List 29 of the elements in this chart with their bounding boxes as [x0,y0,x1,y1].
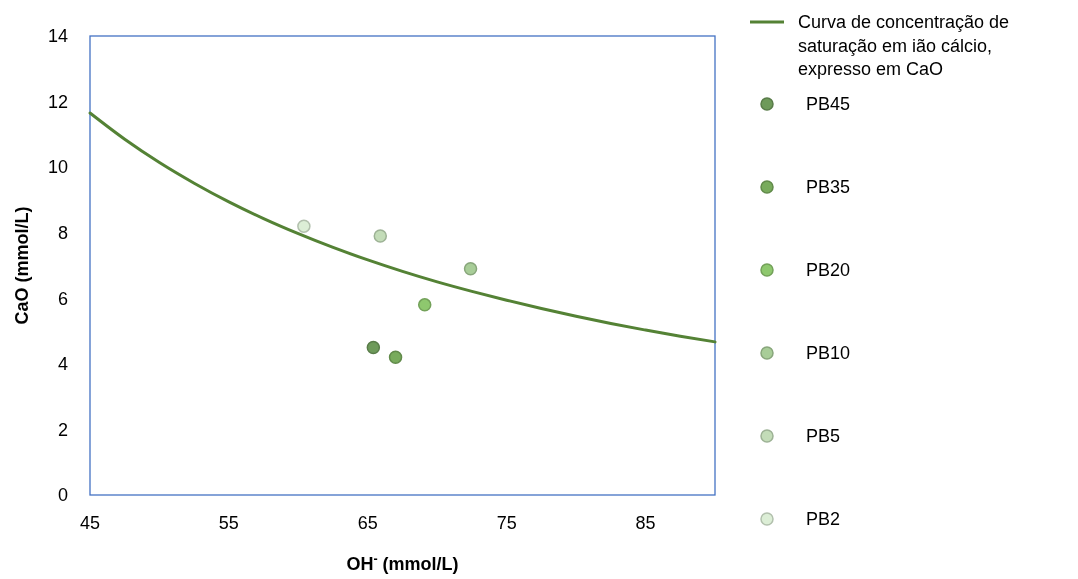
legend-label: PB35 [806,177,851,198]
point [417,298,432,312]
y-tick-label: 4 [57,354,68,375]
point [297,219,311,233]
y-tick-label: 6 [57,288,68,309]
y-tick-label: 2 [57,419,68,440]
legend-label: PB45 [806,94,851,115]
y-tick-label: 8 [57,223,68,244]
y-tick-label: 14 [47,26,68,47]
y-axis-title: CaO (mmol/L) [12,206,32,325]
y-tick-label: 12 [47,91,68,112]
y-tick-label: 10 [47,157,68,178]
x-tick-label: 45 [79,513,101,533]
legend-label: PB10 [806,343,851,364]
point [366,340,381,355]
x-tick-label: 65 [357,513,378,533]
legend-label: PB5 [806,426,841,447]
x-axis-title: OH$^{-}$ (mmol/L) [346,552,459,574]
x-tick-label: 75 [496,513,517,533]
point [463,262,478,276]
point [373,229,388,243]
legend-label: PB2 [806,509,841,530]
y-tick-label: 0 [57,485,68,506]
legend-label: PB20 [806,260,851,281]
line-series [88,111,717,344]
x-tick-label: 85 [635,513,656,533]
point [388,350,403,365]
legend-label: Curva de concentração de saturação em ião cálcio, expresso em CaO [798,12,1010,80]
x-tick-label: 55 [218,513,239,533]
